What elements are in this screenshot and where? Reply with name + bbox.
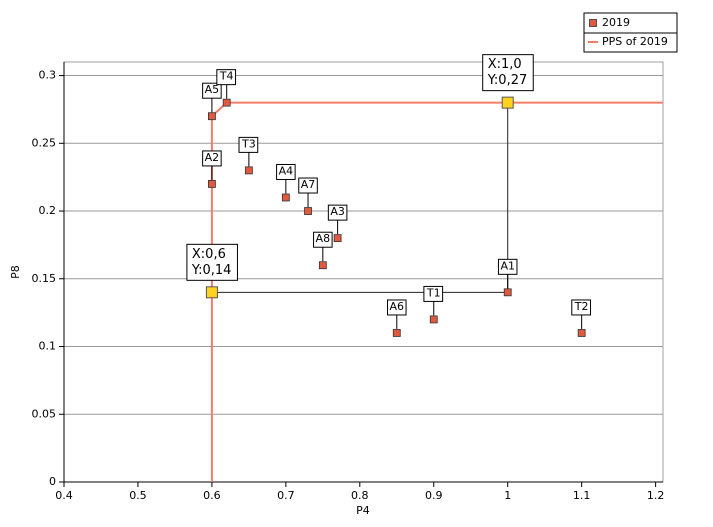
point bbox=[429, 315, 438, 324]
annotation-marker bbox=[501, 96, 514, 109]
point bbox=[208, 180, 216, 188]
point-label-text: T3 bbox=[241, 137, 256, 150]
y-tick-label: 0 bbox=[49, 475, 56, 488]
point bbox=[222, 98, 231, 107]
y-tick-label: 0.25 bbox=[32, 136, 57, 149]
point-label-text: A6 bbox=[390, 300, 405, 313]
point-label: A8 bbox=[313, 231, 333, 248]
point-label-text: A8 bbox=[316, 232, 331, 245]
annotation-text: Y:0,27 bbox=[487, 73, 528, 88]
y-tick-label: 0.3 bbox=[39, 69, 57, 82]
point-label-text: T4 bbox=[219, 70, 234, 83]
label-box bbox=[327, 204, 348, 221]
x-tick-label: 0.5 bbox=[129, 489, 147, 502]
point bbox=[333, 234, 342, 243]
point-label-text: A4 bbox=[279, 164, 294, 177]
label-box bbox=[276, 163, 296, 180]
annotation: X:0,6Y:0,14 bbox=[186, 243, 238, 281]
point-label-text: A5 bbox=[205, 83, 220, 96]
point-label: T4 bbox=[216, 69, 237, 86]
y-tick-label: 0.05 bbox=[32, 407, 57, 420]
point bbox=[244, 166, 253, 175]
point-label: A5 bbox=[202, 82, 222, 99]
annotation-marker bbox=[205, 286, 218, 299]
annotation: X:1,0Y:0,27 bbox=[482, 54, 534, 92]
point-label: A1 bbox=[497, 258, 518, 275]
point-label: T1 bbox=[423, 285, 444, 302]
y-axis-title: P8 bbox=[9, 265, 22, 279]
plot-frame bbox=[63, 61, 664, 483]
x-axis-title: P4 bbox=[356, 504, 370, 517]
point-label-text: A7 bbox=[301, 178, 316, 191]
x-tick-label: 0.6 bbox=[203, 489, 221, 502]
point-label: A3 bbox=[327, 204, 348, 221]
label-box bbox=[313, 231, 333, 248]
point-label: A6 bbox=[387, 299, 407, 316]
y-tick-label: 0.2 bbox=[39, 204, 57, 217]
label-box bbox=[202, 150, 222, 167]
label-box bbox=[298, 177, 318, 194]
point-label-text: A2 bbox=[205, 151, 220, 164]
pps-line bbox=[210, 101, 663, 482]
y-tick-label: 0.1 bbox=[39, 340, 57, 353]
x-tick-label: 1.1 bbox=[573, 489, 591, 502]
annotation-text: Y:0,14 bbox=[191, 263, 232, 278]
label-box bbox=[423, 285, 444, 302]
label-box bbox=[216, 69, 237, 86]
annotation-text: X:1,0 bbox=[488, 57, 522, 72]
point bbox=[318, 261, 327, 270]
annotation-text: X:0,6 bbox=[192, 247, 226, 262]
point-label-text: A3 bbox=[330, 205, 345, 218]
point bbox=[208, 112, 216, 121]
point bbox=[281, 193, 290, 202]
x-tick-label: 1 bbox=[504, 489, 511, 502]
annotation-box bbox=[186, 243, 238, 281]
point bbox=[503, 288, 512, 297]
legend-label: PPS of 2019 bbox=[602, 35, 668, 48]
x-tick-label: 0.7 bbox=[277, 489, 295, 502]
point-label-text: A1 bbox=[500, 259, 515, 272]
point-label: T2 bbox=[571, 299, 592, 316]
label-box bbox=[238, 136, 259, 153]
point-label: A7 bbox=[298, 177, 318, 194]
point bbox=[577, 329, 586, 337]
point bbox=[392, 329, 401, 337]
y-tick-label: 0.15 bbox=[32, 272, 57, 285]
legend-swatch bbox=[589, 19, 597, 27]
point-label-text: T2 bbox=[574, 300, 589, 313]
point-label: A2 bbox=[202, 150, 222, 167]
point-label: T3 bbox=[238, 136, 259, 153]
label-box bbox=[571, 299, 592, 316]
point-label: A4 bbox=[276, 163, 296, 180]
label-box bbox=[202, 82, 222, 99]
label-box bbox=[497, 258, 518, 275]
legend-label: 2019 bbox=[602, 16, 630, 29]
x-tick-label: 1.2 bbox=[647, 489, 665, 502]
x-tick-label: 0.8 bbox=[351, 489, 369, 502]
x-tick-label: 0.4 bbox=[55, 489, 73, 502]
annotation-box bbox=[482, 54, 534, 92]
point bbox=[304, 207, 312, 215]
point-label-text: T1 bbox=[426, 286, 441, 299]
label-box bbox=[387, 299, 407, 316]
x-tick-label: 0.9 bbox=[425, 489, 443, 502]
